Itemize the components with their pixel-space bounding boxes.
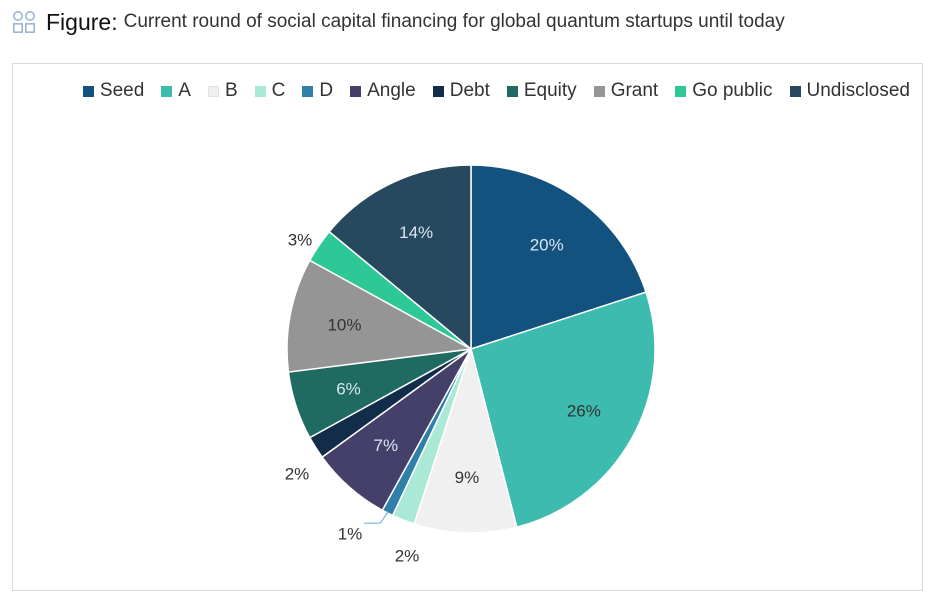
legend-label: Angle [367, 80, 416, 101]
legend-swatch [254, 85, 266, 97]
figure-label: Figure: [46, 8, 118, 35]
pie-slice-seed [470, 164, 647, 350]
legend-swatch [593, 85, 605, 97]
legend-item-b: B [207, 80, 238, 102]
legend-label: C [271, 80, 286, 101]
data-label-grant: 10% [327, 315, 361, 334]
data-label-a: 26% [567, 402, 601, 421]
data-label-equity: 6% [336, 379, 361, 398]
chart-legend: Seed A B C D Angle Debt Equity Grant Go public Und… [82, 80, 911, 102]
legend-swatch [675, 85, 687, 97]
legend-swatch [789, 85, 801, 97]
figure-title: Current round of social capital financin… [123, 11, 785, 32]
legend-label: D [319, 80, 334, 101]
legend-label: Debt [449, 80, 490, 101]
legend-item-go-public: Go public [675, 80, 773, 102]
pie-slice-grant [286, 259, 472, 373]
pie-slice-b [413, 348, 518, 534]
legend-item-undisclosed: Undisclosed [789, 80, 911, 102]
legend-swatch [432, 85, 444, 97]
grid-icon [12, 11, 35, 33]
legend-label: Grant [610, 80, 659, 101]
pie-slice-a [470, 291, 656, 528]
legend-item-grant: Grant [593, 80, 659, 102]
legend-swatch [207, 85, 219, 97]
legend-item-equity: Equity [506, 80, 577, 102]
pie-slice-undisclosed [328, 164, 472, 350]
legend-swatch [506, 85, 518, 97]
legend-label: Go public [692, 80, 773, 101]
data-label-b: 9% [455, 468, 480, 487]
figure-header: Figure: Current round of social capital … [12, 8, 785, 36]
legend-label: Seed [99, 80, 145, 101]
legend-item-angle: Angle [350, 80, 416, 102]
legend-label: Equity [523, 80, 577, 101]
data-label-debt: 2% [285, 465, 310, 484]
legend-item-a: A [161, 80, 191, 102]
leader-line-d [364, 510, 389, 524]
legend-label: Undisclosed [806, 80, 911, 101]
legend-label: B [224, 80, 238, 101]
legend-item-debt: Debt [432, 80, 490, 102]
legend-item-d: D [302, 80, 333, 102]
legend-item-seed: Seed [82, 80, 145, 102]
legend-label: A [178, 80, 191, 101]
data-label-c: 2% [395, 547, 420, 566]
data-label-seed: 20% [530, 235, 564, 254]
data-label-go-public: 3% [288, 231, 313, 250]
legend-swatch [161, 85, 173, 97]
data-label-d: 1% [338, 525, 363, 544]
legend-swatch [82, 85, 94, 97]
data-label-angle: 7% [374, 436, 399, 455]
legend-swatch [302, 85, 314, 97]
legend-swatch [350, 85, 362, 97]
chart-frame [12, 63, 923, 591]
legend-item-c: C [254, 80, 286, 102]
data-label-undisclosed: 14% [399, 223, 433, 242]
